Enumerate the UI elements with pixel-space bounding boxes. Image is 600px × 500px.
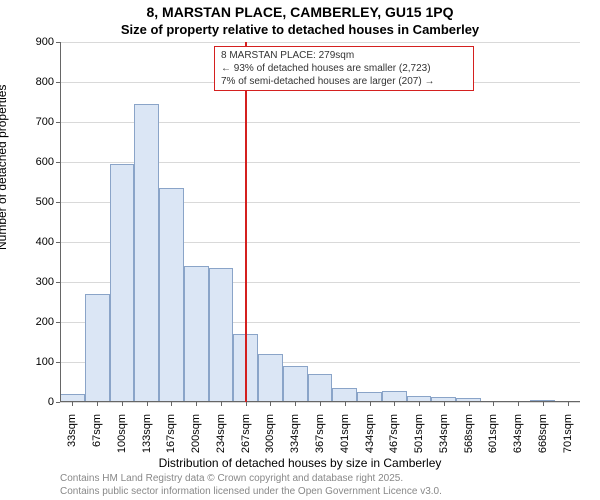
reference-line <box>245 42 247 402</box>
chart-subtitle: Size of property relative to detached ho… <box>0 22 600 37</box>
histogram-bar <box>110 164 135 402</box>
x-axis-label: Distribution of detached houses by size … <box>0 456 600 470</box>
histogram-bar <box>258 354 283 402</box>
y-tick-label: 300 <box>0 276 54 288</box>
y-tick-label: 800 <box>0 76 54 88</box>
histogram-bar <box>184 266 209 402</box>
attribution-text: Contains HM Land Registry data © Crown c… <box>60 473 442 498</box>
histogram-bar <box>283 366 308 402</box>
annotation-box: 8 MARSTAN PLACE: 279sqm← 93% of detached… <box>214 46 474 91</box>
y-tick-label: 500 <box>0 196 54 208</box>
annotation-line: 7% of semi-detached houses are larger (2… <box>221 75 467 88</box>
gridline <box>60 42 580 43</box>
attribution-line-2: Contains public sector information licen… <box>60 486 442 499</box>
histogram-bar <box>134 104 159 402</box>
y-tick-label: 100 <box>0 356 54 368</box>
y-tick-label: 900 <box>0 36 54 48</box>
y-tick-label: 700 <box>0 116 54 128</box>
annotation-line: 8 MARSTAN PLACE: 279sqm <box>221 49 467 62</box>
histogram-bar <box>332 388 357 402</box>
histogram-chart: 8, MARSTAN PLACE, CAMBERLEY, GU15 1PQ Si… <box>0 0 600 500</box>
y-tick-label: 0 <box>0 396 54 408</box>
attribution-line-1: Contains HM Land Registry data © Crown c… <box>60 473 442 486</box>
y-tick-label: 600 <box>0 156 54 168</box>
annotation-line: ← 93% of detached houses are smaller (2,… <box>221 62 467 75</box>
histogram-bar <box>209 268 234 402</box>
chart-title: 8, MARSTAN PLACE, CAMBERLEY, GU15 1PQ <box>0 4 600 20</box>
y-tick-label: 200 <box>0 316 54 328</box>
histogram-bar <box>308 374 333 402</box>
y-tick-label: 400 <box>0 236 54 248</box>
histogram-bar <box>85 294 110 402</box>
plot-area: 8 MARSTAN PLACE: 279sqm← 93% of detached… <box>60 42 580 402</box>
histogram-bar <box>159 188 184 402</box>
